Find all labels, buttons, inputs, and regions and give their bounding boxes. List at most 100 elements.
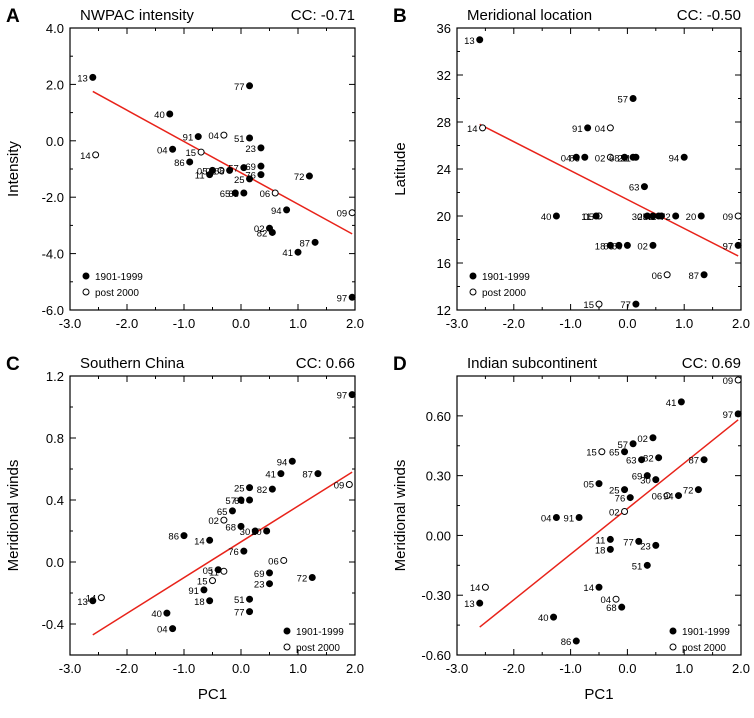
point-label: 76 [228,547,239,558]
point-label: 13 [464,36,475,47]
data-point-1901-1999 [186,158,194,166]
legend-marker-filled [283,627,291,635]
y-axis-label: Intensity [5,141,22,197]
data-point-1901-1999 [246,175,254,183]
panel-label: C [6,354,20,375]
data-point-1901-1999 [240,189,248,197]
y-tick-label: 32 [437,68,451,83]
x-tick-label: -2.0 [503,661,525,676]
legend-label-post-2000: post 2000 [682,643,726,654]
x-tick-label: -2.0 [116,661,138,676]
data-point-1901-1999 [632,153,640,161]
point-label: 15 [186,148,197,159]
point-label: 06 [652,271,663,282]
data-point-post-2000 [220,131,228,139]
legend-label-1901-1999: 1901-1999 [482,272,530,283]
point-label: 68 [606,603,617,614]
point-label: 63 [626,456,637,467]
point-label: 04 [600,595,611,606]
data-point-1901-1999 [606,241,614,249]
point-label: 23 [254,580,265,591]
point-label: 68 [609,153,620,164]
point-label: 91 [188,586,199,597]
x-axis-label: PC1 [198,686,227,703]
point-label: 69 [612,241,623,252]
data-point-1901-1999 [595,480,603,488]
point-label: 40 [538,613,549,624]
data-point-post-2000 [663,492,671,500]
point-label: 87 [302,470,313,481]
point-label: 30 [640,476,651,487]
data-point-1901-1999 [246,496,254,504]
data-point-1901-1999 [606,545,614,553]
point-label: 06 [268,556,279,567]
point-label: 41 [282,248,293,259]
panel-title: Southern China [80,355,185,372]
point-label: 97 [723,241,734,252]
data-point-1901-1999 [180,532,188,540]
y-tick-label: 1.2 [46,369,64,384]
data-point-1901-1999 [246,82,254,90]
data-point-1901-1999 [246,595,254,603]
data-point-1901-1999 [348,391,356,399]
point-label: 05 [197,166,208,177]
y-tick-label: -4.0 [42,247,64,262]
cc-label: CC: -0.71 [291,7,355,24]
point-label: 15 [586,448,597,459]
panel-label: A [6,6,20,27]
point-label: 40 [151,609,162,620]
data-point-1901-1999 [169,145,177,153]
point-label: 65 [217,507,228,518]
point-label: 11 [195,171,205,182]
data-point-post-2000 [481,583,489,591]
data-point-post-2000 [217,166,225,174]
y-tick-label: 12 [437,303,451,318]
cc-label: CC: 0.66 [296,355,355,372]
x-tick-label: -1.0 [559,661,581,676]
data-point-post-2000 [479,124,487,132]
data-point-1901-1999 [640,183,648,191]
point-label: 72 [660,212,671,223]
data-point-1901-1999 [675,492,683,500]
data-point-1901-1999 [629,440,637,448]
data-point-1901-1999 [209,166,216,174]
y-tick-label: -0.60 [421,648,451,663]
point-label: 40 [541,212,552,223]
data-point-1901-1999 [584,124,592,132]
data-point-1901-1999 [649,434,657,442]
y-tick-label: -0.30 [421,588,451,603]
x-tick-label: -3.0 [446,661,468,676]
legend-label-1901-1999: 1901-1999 [296,627,344,638]
point-label: 63 [629,183,640,194]
data-point-post-2000 [271,189,279,197]
x-tick-label: -1.0 [173,661,195,676]
point-label: 86 [569,153,580,164]
data-point-1901-1999 [635,537,643,545]
legend-marker-open [82,288,90,296]
data-point-1901-1999 [206,597,214,605]
point-label: 14 [194,536,205,547]
data-point-post-2000 [595,300,603,308]
point-label: 02 [609,508,620,519]
x-tick-label: 2.0 [732,661,750,676]
point-label: 91 [564,513,575,524]
legend-label-post-2000: post 2000 [482,288,526,299]
x-tick-label: 2.0 [732,316,750,331]
point-label: 97 [337,293,348,304]
point-label: 63 [234,496,245,507]
y-tick-label: -2.0 [42,190,64,205]
data-point-1901-1999 [246,484,254,492]
point-label: 69 [632,472,643,483]
point-label: 20 [686,212,697,223]
y-tick-label: 2.0 [46,77,64,92]
data-point-1901-1999 [677,398,685,406]
point-label: 82 [643,454,654,465]
data-point-post-2000 [606,124,614,132]
point-label: 72 [294,172,305,183]
point-label: 94 [277,457,288,468]
data-point-1901-1999 [314,470,322,478]
data-point-1901-1999 [621,486,629,494]
x-tick-label: -2.0 [116,316,138,331]
point-label: 09 [337,209,348,220]
x-tick-label: 1.0 [675,316,693,331]
